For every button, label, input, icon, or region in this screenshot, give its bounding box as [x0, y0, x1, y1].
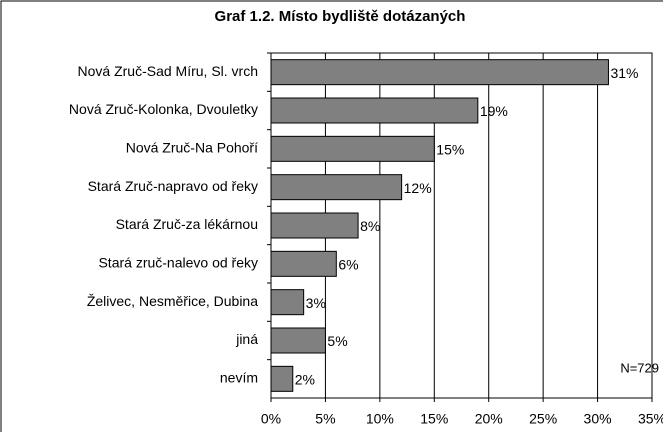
chart-title: Graf 1.2. Místo bydliště dotázaných: [215, 8, 466, 25]
bar: [270, 212, 359, 239]
data-label: 3%: [306, 295, 326, 311]
x-tick-label: 30%: [584, 411, 612, 427]
data-label: 8%: [360, 218, 380, 234]
x-tick-label: 20%: [475, 411, 503, 427]
y-tick-label: jiná: [235, 331, 258, 347]
y-tick-label: Stará Zruč-napravo od řeky: [88, 178, 258, 194]
y-tick-label: Stará zruč-nalevo od řeky: [98, 255, 258, 271]
x-tick-label: 25%: [529, 411, 557, 427]
y-tick-label: nevím: [220, 370, 258, 386]
x-tick-label: 5%: [315, 411, 335, 427]
bar: [270, 289, 305, 316]
x-tick-label: 10%: [366, 411, 394, 427]
y-tick-label: Nová Zruč-Kolonka, Dvouletky: [69, 101, 258, 117]
y-tick-label: Stará Zruč-za lékárnou: [116, 216, 258, 232]
data-label: 31%: [610, 65, 638, 81]
bar: [270, 97, 479, 124]
y-tick-label: Nová Zruč-Na Pohoří: [126, 140, 258, 156]
y-tick-label: Nová Zruč-Sad Míru, Sl. vrch: [78, 63, 259, 79]
y-tick-label: Želivec, Nesměřice, Dubina: [87, 293, 258, 309]
annotation: N=729: [620, 360, 659, 375]
bar: [270, 59, 609, 86]
bar: [270, 327, 326, 354]
x-tick-label: 0%: [261, 411, 281, 427]
data-label: 19%: [480, 103, 508, 119]
x-tick-label: 15%: [420, 411, 448, 427]
data-label: 2%: [295, 372, 315, 388]
bar: [270, 250, 337, 277]
bar: [270, 174, 403, 201]
x-tick-label: 35%: [638, 411, 663, 427]
data-label: 15%: [436, 142, 464, 158]
data-label: 6%: [338, 257, 358, 273]
bar: [270, 135, 435, 162]
data-label: 5%: [327, 333, 347, 349]
data-label: 12%: [404, 180, 432, 196]
bar: [270, 365, 294, 392]
